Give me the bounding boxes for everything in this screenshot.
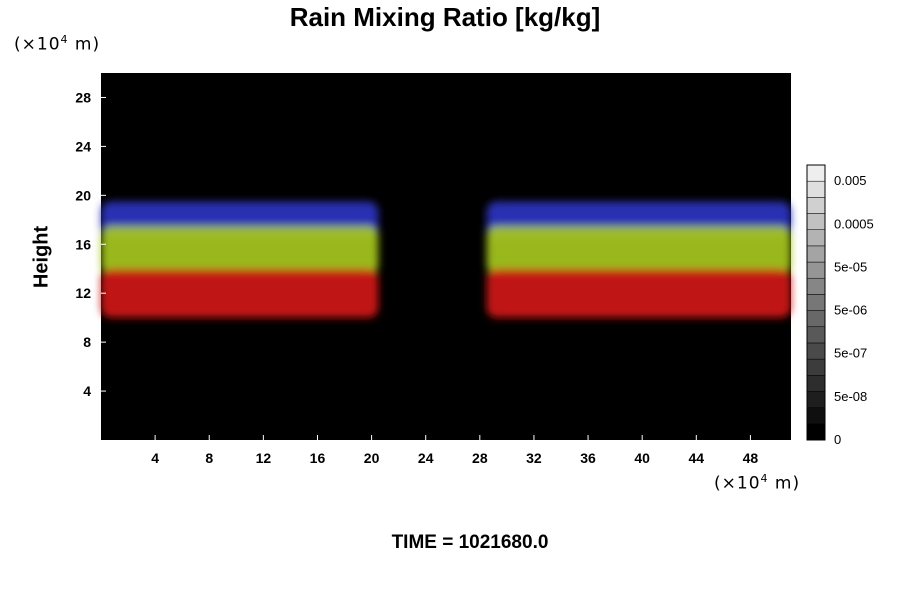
colorbar-segment: [806, 197, 826, 214]
y-tick-label: 16: [75, 236, 91, 252]
x-tick-label: 44: [689, 450, 705, 466]
y-tick-label: 8: [83, 334, 91, 350]
chart-title: Rain Mixing Ratio [kg/kg]: [289, 2, 601, 32]
x-tick-label: 16: [310, 450, 326, 466]
x-tick-label: 40: [634, 450, 650, 466]
y-unit-suffix: m): [68, 34, 101, 55]
x-tick-label: 8: [205, 450, 213, 466]
colorbar-label: 5e-05: [834, 259, 867, 274]
x-tick-label: 24: [418, 450, 434, 466]
x-unit-prefix: (×10: [714, 473, 761, 494]
x-unit-suffix: m): [768, 473, 801, 494]
y-tick-label: 28: [75, 89, 91, 105]
x-unit-exponent: 4: [760, 472, 769, 485]
y-tick-label: 4: [83, 383, 91, 399]
layer-low-2: [486, 268, 791, 318]
colorbar-label: 5e-07: [834, 346, 867, 361]
x-axis-unit: (×104 m): [714, 472, 800, 494]
colorbar-segment: [806, 407, 826, 425]
layer-low-1: [101, 268, 379, 318]
time-label: TIME = 1021680.0: [391, 532, 549, 553]
x-tick-label: 20: [364, 450, 380, 466]
x-tick-label: 4: [151, 450, 159, 466]
colorbar-segment: [806, 342, 826, 360]
colorbar-segment: [806, 245, 826, 263]
x-tick-label: 28: [472, 450, 488, 466]
colorbar-segment: [806, 423, 826, 441]
x-tick-label: 32: [526, 450, 542, 466]
y-unit-exponent: 4: [60, 33, 69, 46]
colorbar-label: 0.005: [834, 173, 867, 188]
y-tick-label: 20: [75, 187, 91, 203]
colorbar: 0 5e-08 5e-07 5e-06 5e-05 0.0005 0.005: [806, 164, 874, 447]
layer-middle-1: [101, 225, 379, 275]
colorbar-segment: [806, 326, 826, 344]
colorbar-label: 0.0005: [834, 216, 874, 231]
colorbar-segment: [806, 391, 826, 408]
colorbar-segment: [806, 294, 826, 311]
colorbar-segment: [806, 261, 826, 279]
colorbar-segment: [806, 375, 826, 392]
colorbar-label: 0: [834, 432, 841, 447]
colorbar-segment: [806, 277, 826, 295]
colorbar-segment: [806, 310, 826, 328]
colorbar-frame: [806, 164, 826, 441]
y-ticks: 4 8 12 16 20 24 28: [75, 89, 106, 399]
x-tick-label: 12: [256, 450, 272, 466]
colorbar-label: 5e-06: [834, 303, 867, 318]
x-tick-label: 36: [580, 450, 596, 466]
y-unit-prefix: (×10: [14, 34, 61, 55]
layer-middle-2: [486, 225, 791, 275]
x-tick-label: 48: [743, 450, 759, 466]
colorbar-segment: [806, 358, 826, 376]
colorbar-label: 5e-08: [834, 389, 867, 404]
colorbar-segment: [806, 180, 826, 198]
y-tick-label: 24: [75, 138, 91, 154]
colorbar-segment: [806, 164, 826, 182]
y-axis-unit: (×104 m): [14, 33, 100, 55]
field-layers: [101, 201, 791, 318]
colorbar-segment: [806, 229, 826, 247]
y-tick-label: 12: [75, 285, 91, 301]
colorbar-segment: [806, 213, 826, 230]
x-ticks: 4 8 12 16 20 24 28 32 36 40 44 48: [151, 435, 758, 466]
